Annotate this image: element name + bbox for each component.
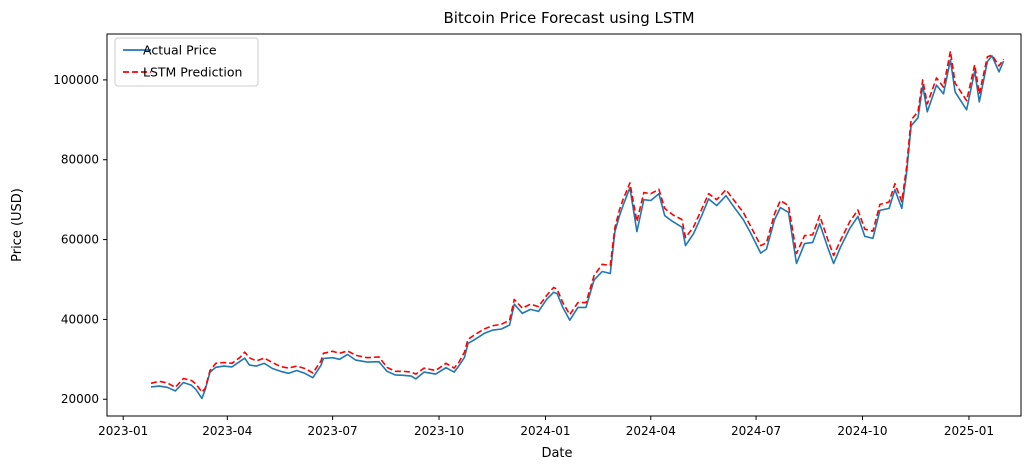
x-tick-label: 2024-01 xyxy=(520,424,570,438)
x-tick-label: 2023-10 xyxy=(414,424,464,438)
x-tick-label: 2024-04 xyxy=(626,424,676,438)
series-line-actual-price xyxy=(150,55,1005,400)
x-tick-label: 2024-10 xyxy=(837,424,887,438)
chart-title: Bitcoin Price Forecast using LSTM xyxy=(443,9,694,27)
plot-frame xyxy=(106,33,1022,417)
legend-label-prediction: LSTM Prediction xyxy=(143,65,242,80)
legend-label-actual: Actual Price xyxy=(143,43,217,58)
y-tick-label: 80000 xyxy=(61,153,99,167)
x-tick-label: 2023-01 xyxy=(98,424,148,438)
series-line-lstm-prediction xyxy=(150,50,1005,393)
y-tick-label: 20000 xyxy=(61,392,99,406)
x-tick-label: 2023-07 xyxy=(308,424,358,438)
y-axis-label: Price (USD) xyxy=(10,188,25,262)
x-tick-label: 2023-04 xyxy=(202,424,252,438)
plot-area xyxy=(150,50,1005,400)
y-tick-label: 60000 xyxy=(61,233,99,247)
x-axis: 2023-01 2023-04 2023-07 2023-10 2024-01 2024-… xyxy=(98,416,994,438)
y-axis: 20000 40000 60000 80000 100000 xyxy=(53,73,107,406)
y-tick-label: 40000 xyxy=(61,312,99,326)
x-tick-label: 2024-07 xyxy=(731,424,781,438)
x-tick-label: 2025-01 xyxy=(944,424,994,438)
x-axis-label: Date xyxy=(541,446,572,461)
legend: Actual Price LSTM Prediction xyxy=(114,37,259,87)
y-tick-label: 100000 xyxy=(53,73,99,87)
